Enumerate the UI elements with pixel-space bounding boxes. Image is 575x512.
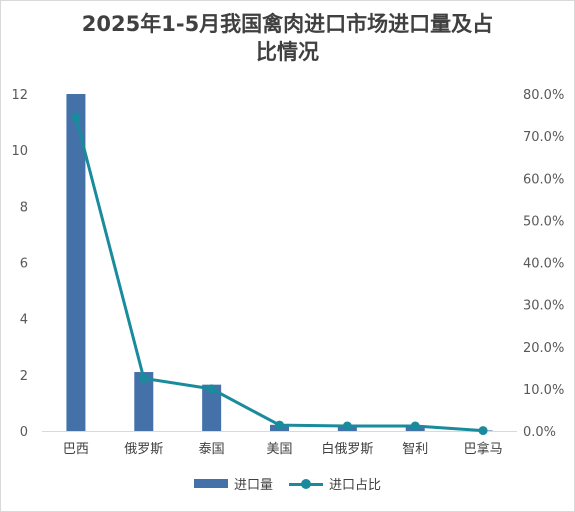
y-right-tick-label: 70.0% xyxy=(523,130,564,145)
legend-label-line: 进口占比 xyxy=(329,478,382,493)
y-right-tick-label: 10.0% xyxy=(523,383,564,398)
line-point xyxy=(275,420,284,430)
y-left-tick-label: 12 xyxy=(11,88,28,103)
bar xyxy=(202,384,222,431)
chart-title-line-2: 比情况 xyxy=(256,40,319,64)
legend-swatch-bar xyxy=(193,479,228,488)
line-point xyxy=(478,426,488,436)
x-tick-label: 智利 xyxy=(402,442,428,457)
x-tick-label: 俄罗斯 xyxy=(124,442,163,457)
legend-swatch-line xyxy=(289,478,323,489)
x-tick-label: 巴西 xyxy=(63,442,89,457)
x-tick-label: 美国 xyxy=(266,442,292,457)
y-right-tick-label: 60.0% xyxy=(523,172,564,187)
chart-title: 2025年1-5月我国禽肉进口市场进口量及占 比情况 xyxy=(0,10,575,66)
x-tick-label: 泰国 xyxy=(199,442,225,457)
y-left-tick-label: 10 xyxy=(11,144,28,159)
y-right-tick-label: 0.0% xyxy=(523,425,556,440)
bar xyxy=(134,372,154,431)
y-left-tick-label: 8 xyxy=(20,200,28,215)
line-point xyxy=(342,421,352,431)
y-right-tick-label: 30.0% xyxy=(523,299,564,314)
legend-item-line: 进口占比 xyxy=(289,474,381,493)
y-right-tick-label: 50.0% xyxy=(523,214,564,229)
y-left-tick-label: 4 xyxy=(20,313,28,328)
legend-item-bar: 进口量 xyxy=(193,474,273,493)
line-point xyxy=(207,384,217,394)
y-right-tick-label: 40.0% xyxy=(523,257,564,272)
bar xyxy=(66,94,86,431)
x-tick-label: 巴拿马 xyxy=(464,441,503,457)
y-left-tick-label: 6 xyxy=(20,257,28,272)
chart-title-line-1: 2025年1-5月我国禽肉进口市场进口量及占 xyxy=(81,12,494,36)
legend-label-bar: 进口量 xyxy=(233,478,273,493)
chart-legend: 进口量 进口占比 xyxy=(0,474,575,493)
y-left-tick-label: 2 xyxy=(20,369,28,384)
x-tick-label: 白俄罗斯 xyxy=(321,441,373,457)
y-left-tick-label: 0 xyxy=(20,425,28,440)
y-right-tick-label: 20.0% xyxy=(523,341,564,356)
line-point xyxy=(139,373,149,383)
line-point xyxy=(410,421,420,431)
line-point xyxy=(71,112,81,122)
y-right-tick-label: 80.0% xyxy=(523,88,564,103)
